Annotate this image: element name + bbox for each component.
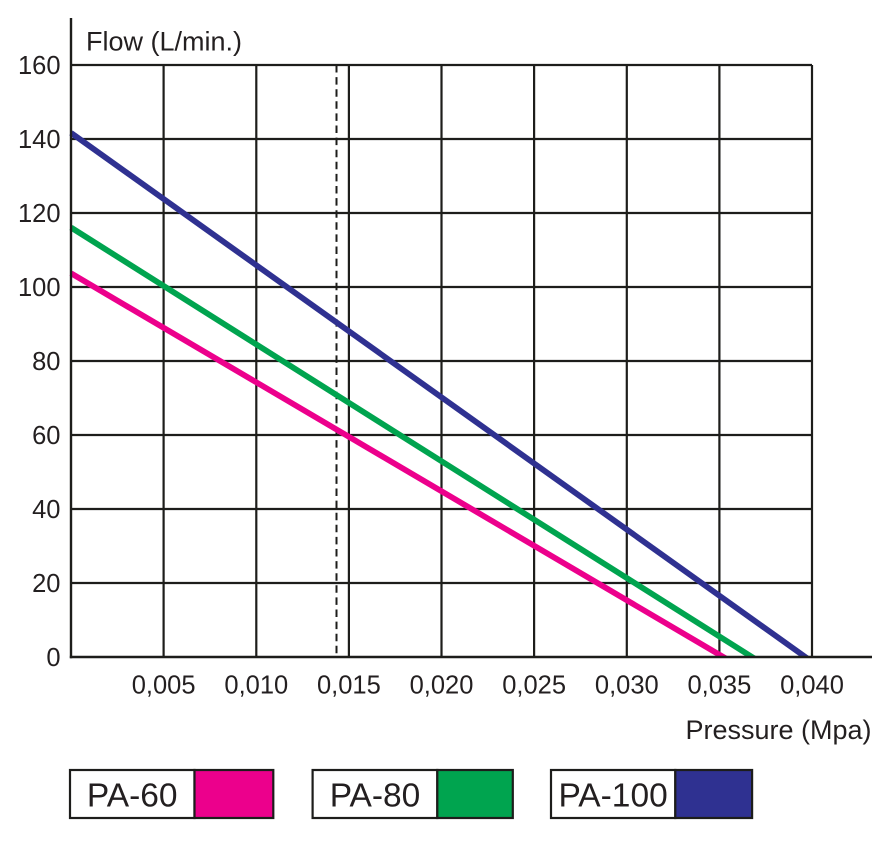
- svg-text:0,020: 0,020: [410, 672, 474, 700]
- svg-text:PA-60: PA-60: [87, 778, 178, 815]
- svg-text:0,030: 0,030: [595, 672, 659, 700]
- svg-text:80: 80: [32, 348, 60, 376]
- svg-text:0: 0: [46, 644, 60, 672]
- svg-text:Flow (L/min.): Flow (L/min.): [86, 27, 242, 57]
- svg-text:160: 160: [18, 52, 61, 80]
- svg-text:Pressure (Mpa): Pressure (Mpa): [685, 715, 871, 745]
- svg-text:0,010: 0,010: [224, 672, 288, 700]
- svg-text:60: 60: [32, 422, 60, 450]
- svg-text:0,025: 0,025: [502, 672, 566, 700]
- svg-text:140: 140: [18, 126, 61, 154]
- svg-text:PA-100: PA-100: [558, 778, 667, 815]
- svg-text:120: 120: [18, 200, 61, 228]
- svg-text:0,035: 0,035: [687, 672, 751, 700]
- svg-text:100: 100: [18, 274, 61, 302]
- svg-text:0,015: 0,015: [317, 672, 381, 700]
- svg-text:0,040: 0,040: [780, 672, 844, 700]
- svg-text:PA-80: PA-80: [330, 778, 421, 815]
- svg-text:20: 20: [32, 570, 60, 598]
- svg-text:0,005: 0,005: [132, 672, 196, 700]
- svg-text:40: 40: [32, 496, 60, 524]
